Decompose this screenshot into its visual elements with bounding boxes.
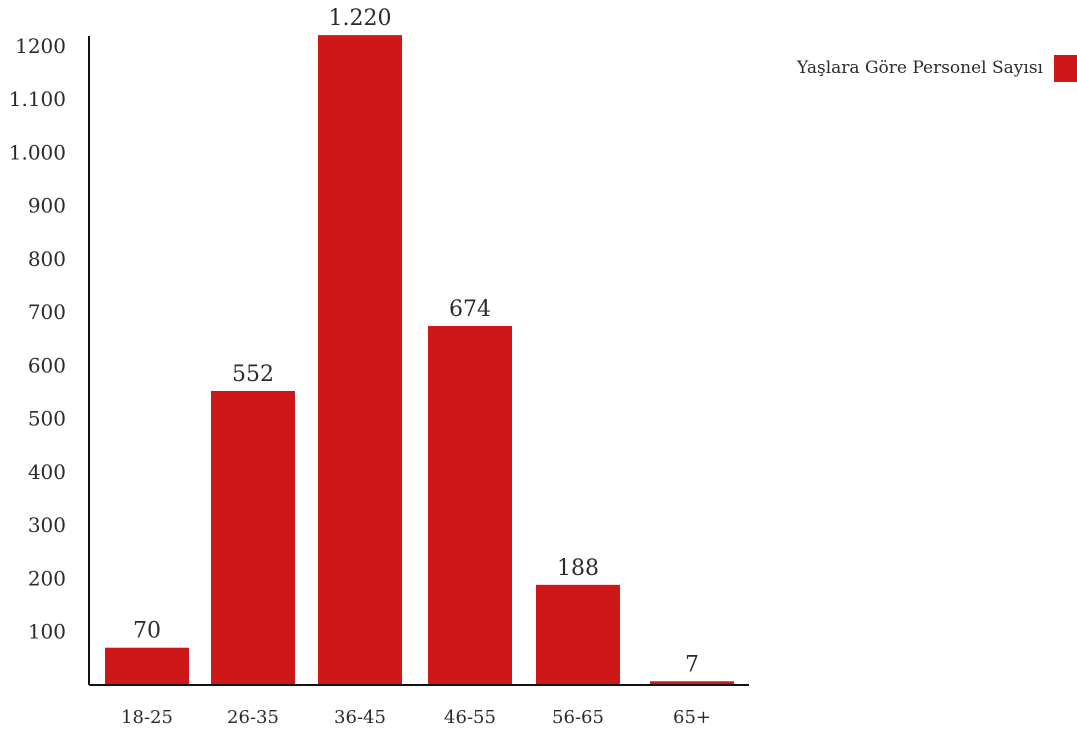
y-tick-label: 900 — [28, 194, 66, 218]
bar-value-label: 7 — [685, 652, 699, 677]
legend-label: Yaşlara Göre Personel Sayısı — [796, 58, 1044, 78]
y-tick-label: 700 — [28, 300, 66, 324]
bar-value-label: 188 — [557, 556, 599, 581]
legend-swatch — [1054, 55, 1077, 82]
y-axis-ticks: 100 200 300 400 500 600 700 800 900 1.000 1.100 120… — [9, 34, 66, 644]
y-tick-label: 200 — [28, 566, 66, 590]
bar-value-label: 1.220 — [329, 6, 392, 31]
bar — [105, 647, 189, 685]
legend: Yaşlara Göre Personel Sayısı — [796, 55, 1077, 82]
y-tick-label: 500 — [28, 407, 66, 431]
x-tick-label: 65+ — [673, 707, 711, 728]
y-tick-label: 1200 — [15, 34, 66, 58]
x-tick-label: 46-55 — [444, 707, 496, 728]
y-tick-label: 300 — [28, 513, 66, 537]
bars-group — [105, 35, 734, 685]
bar — [211, 390, 295, 685]
y-tick-label: 400 — [28, 460, 66, 484]
y-tick-label: 800 — [28, 247, 66, 271]
x-axis-labels: 18-25 26-35 36-45 46-55 56-65 65+ — [121, 707, 711, 728]
bar — [536, 584, 620, 685]
bar-value-label: 674 — [449, 297, 491, 322]
y-tick-label: 1.100 — [9, 87, 66, 111]
y-tick-label: 600 — [28, 353, 66, 377]
y-tick-label: 100 — [28, 620, 66, 644]
bar — [318, 35, 402, 685]
x-tick-label: 18-25 — [121, 707, 173, 728]
x-tick-label: 26-35 — [227, 707, 279, 728]
x-tick-label: 56-65 — [552, 707, 604, 728]
y-tick-label: 1.000 — [9, 140, 66, 164]
bar-value-label: 552 — [232, 362, 274, 387]
bar — [650, 681, 734, 685]
bar-value-label: 70 — [133, 619, 161, 644]
data-labels-group: 70 552 1.220 674 188 7 — [133, 6, 699, 677]
x-tick-label: 36-45 — [334, 707, 386, 728]
bar — [428, 325, 512, 685]
